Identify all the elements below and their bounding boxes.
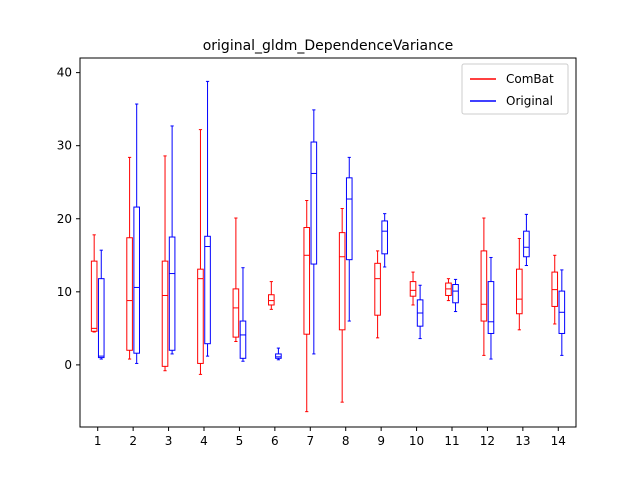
box-original-5	[239, 267, 247, 362]
box-original-3	[168, 125, 176, 355]
box-combat-13	[516, 237, 523, 331]
legend-label: Original	[506, 94, 553, 108]
y-tick-label: 10	[57, 285, 72, 299]
x-tick-label: 11	[444, 434, 459, 448]
x-tick-label: 1	[94, 434, 102, 448]
box-body	[161, 260, 169, 367]
box-body	[232, 288, 240, 338]
box-original-11	[452, 278, 459, 313]
box-body	[90, 260, 98, 332]
box-body	[197, 268, 204, 364]
legend: ComBat Original	[461, 63, 569, 115]
box-body	[204, 235, 211, 345]
chart-title: original_gldm_DependenceVariance	[203, 38, 454, 54]
box-body	[133, 206, 140, 354]
box-combat-1	[90, 234, 98, 333]
box-body	[374, 262, 381, 316]
box-combat-3	[161, 155, 169, 372]
box-combat-14	[551, 254, 559, 325]
y-axis: 0 10 20 30 40	[57, 66, 80, 372]
box-original-7	[310, 109, 318, 355]
box-body	[126, 237, 133, 351]
x-tick-label: 12	[480, 434, 495, 448]
x-tick-label: 8	[342, 434, 350, 448]
x-tick-label: 5	[236, 434, 244, 448]
box-original-6	[275, 347, 282, 361]
box-combat-7	[303, 199, 311, 413]
box-combat-8	[338, 208, 346, 403]
box-body	[523, 230, 530, 258]
x-tick-label: 9	[377, 434, 385, 448]
box-original-14	[558, 269, 566, 356]
box-body	[168, 236, 176, 351]
y-tick-label: 30	[57, 139, 72, 153]
box-original-4	[204, 80, 211, 357]
x-tick-label: 6	[271, 434, 279, 448]
box-combat-12	[480, 217, 488, 356]
box-original-1	[97, 249, 105, 360]
legend-label: ComBat	[506, 72, 554, 86]
x-tick-label: 13	[515, 434, 530, 448]
x-tick-label: 3	[165, 434, 173, 448]
y-tick-label: 0	[64, 358, 72, 372]
x-tick-label: 2	[129, 434, 137, 448]
box-combat-4	[197, 129, 204, 375]
box-original-10	[416, 284, 424, 340]
y-tick-label: 20	[57, 212, 72, 226]
x-axis: 1 2 3 4 5 6 7 8 9 10 11 12 13 14	[94, 427, 566, 448]
box-original-13	[523, 213, 530, 267]
box-body	[487, 281, 495, 334]
box-original-9	[381, 213, 388, 268]
box-combat-5	[232, 217, 240, 343]
box-original-12	[487, 256, 495, 360]
x-tick-label: 7	[306, 434, 314, 448]
plot-area	[79, 57, 577, 428]
box-body	[310, 141, 318, 265]
box-original-2	[133, 103, 140, 364]
box-body	[480, 250, 488, 322]
x-tick-label: 14	[551, 434, 566, 448]
box-original-8	[345, 156, 353, 322]
box-body	[338, 232, 346, 331]
box-body	[275, 353, 282, 359]
box-body	[97, 278, 105, 359]
box-body	[516, 268, 523, 315]
box-combat-6	[268, 281, 275, 310]
box-body	[409, 281, 417, 297]
box-body	[345, 177, 353, 261]
box-body	[381, 220, 388, 255]
y-tick-label: 40	[57, 66, 72, 80]
box-combat-10	[409, 271, 417, 306]
box-body	[452, 284, 459, 304]
box-body	[239, 320, 247, 359]
box-combat-2	[126, 156, 133, 360]
x-tick-label: 10	[409, 434, 424, 448]
box-combat-11	[445, 278, 452, 302]
x-tick-label: 4	[200, 434, 208, 448]
box-combat-9	[374, 250, 381, 339]
axes-frame	[79, 57, 577, 428]
box-body	[303, 227, 311, 335]
box-body	[268, 294, 275, 306]
